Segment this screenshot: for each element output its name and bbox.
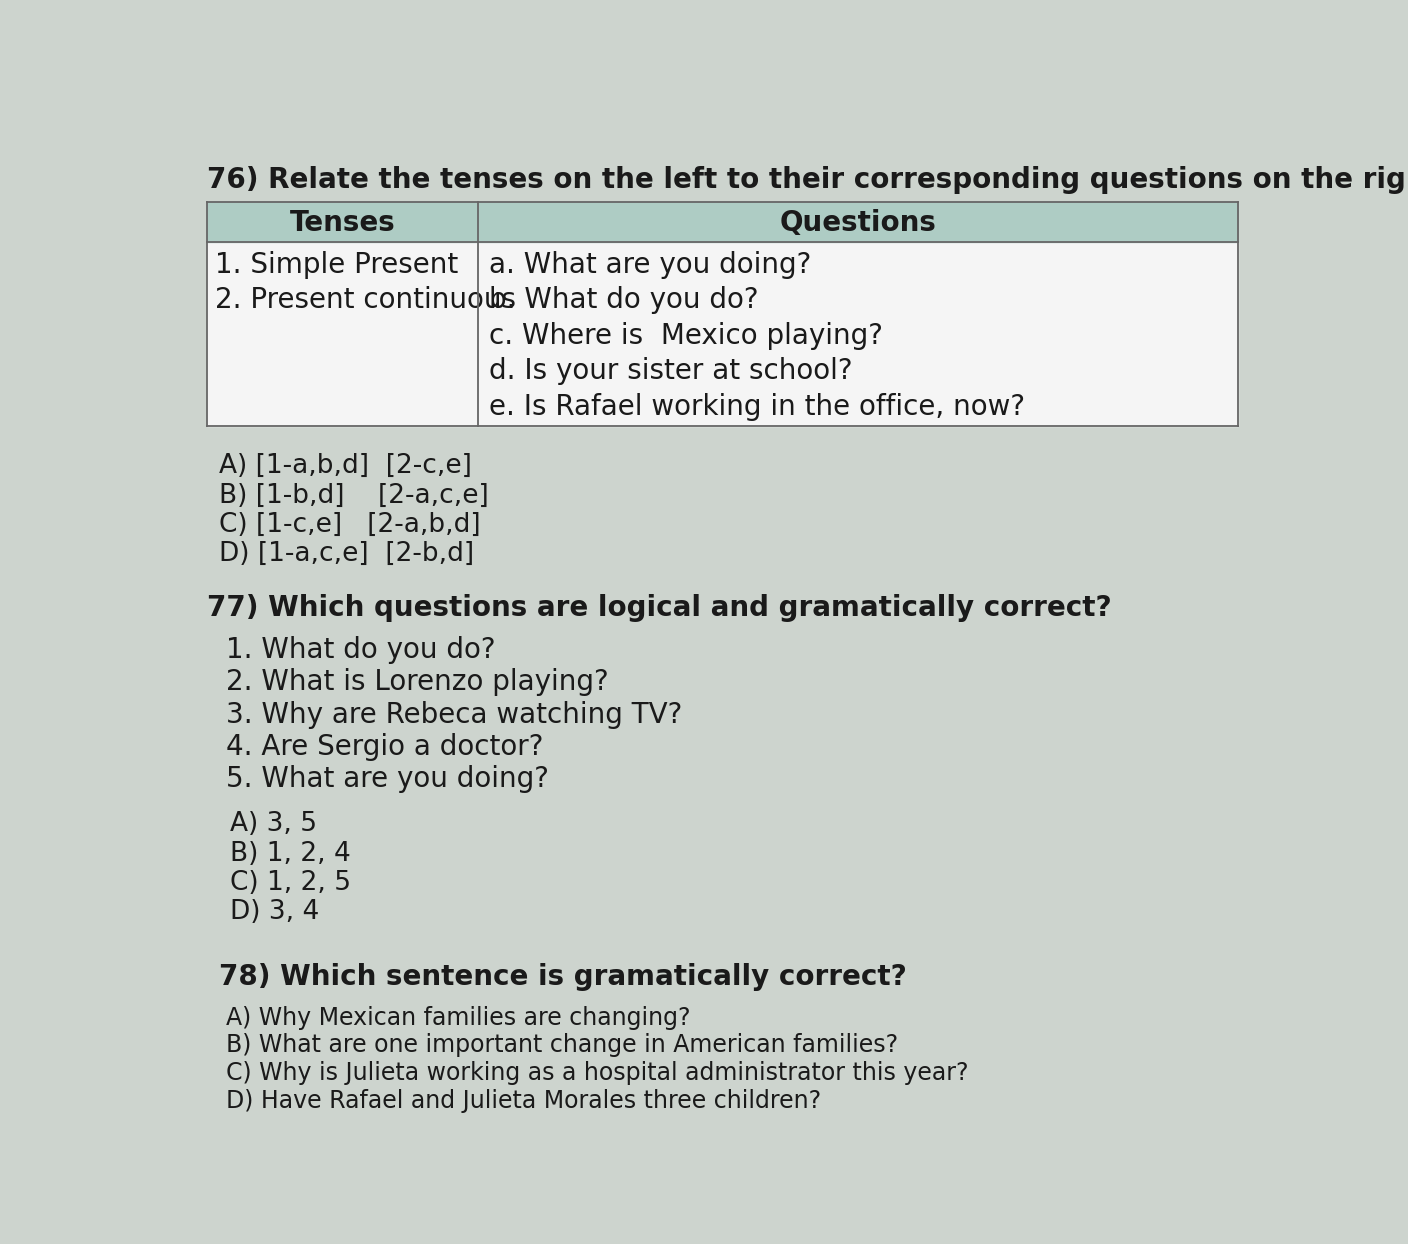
Text: B) 1, 2, 4: B) 1, 2, 4 bbox=[231, 841, 351, 867]
Text: C) Why is Julieta working as a hospital administrator this year?: C) Why is Julieta working as a hospital … bbox=[227, 1061, 969, 1085]
Text: B) What are one important change in American families?: B) What are one important change in Amer… bbox=[227, 1034, 898, 1057]
Text: D) 3, 4: D) 3, 4 bbox=[231, 899, 320, 926]
Text: e. Is Rafael working in the office, now?: e. Is Rafael working in the office, now? bbox=[489, 393, 1025, 420]
Text: 2. Present continuous: 2. Present continuous bbox=[215, 286, 515, 315]
Bar bbox=[207, 202, 1238, 427]
Text: d. Is your sister at school?: d. Is your sister at school? bbox=[489, 357, 853, 386]
Text: b. What do you do?: b. What do you do? bbox=[489, 286, 759, 315]
Text: C) 1, 2, 5: C) 1, 2, 5 bbox=[231, 870, 351, 896]
Text: 77) Which questions are logical and gramatically correct?: 77) Which questions are logical and gram… bbox=[207, 593, 1112, 622]
Text: 3. Why are Rebeca watching TV?: 3. Why are Rebeca watching TV? bbox=[227, 700, 683, 729]
Text: D) Have Rafael and Julieta Morales three children?: D) Have Rafael and Julieta Morales three… bbox=[227, 1088, 821, 1112]
Text: A) Why Mexican families are changing?: A) Why Mexican families are changing? bbox=[227, 1005, 691, 1030]
Text: 4. Are Sergio a doctor?: 4. Are Sergio a doctor? bbox=[227, 733, 543, 761]
Text: A) 3, 5: A) 3, 5 bbox=[231, 811, 317, 837]
Text: Questions: Questions bbox=[780, 209, 936, 238]
Text: 76) Relate the tenses on the left to their corresponding questions on the right.: 76) Relate the tenses on the left to the… bbox=[207, 167, 1408, 194]
Text: 1. What do you do?: 1. What do you do? bbox=[227, 636, 496, 664]
Bar bbox=[207, 202, 1238, 241]
Text: 78) Which sentence is gramatically correct?: 78) Which sentence is gramatically corre… bbox=[218, 963, 907, 991]
Text: 5. What are you doing?: 5. What are you doing? bbox=[227, 765, 549, 794]
Text: D) [1-a,c,e]  [2-b,d]: D) [1-a,c,e] [2-b,d] bbox=[218, 541, 473, 567]
Text: A) [1-a,b,d]  [2-c,e]: A) [1-a,b,d] [2-c,e] bbox=[218, 453, 472, 479]
Text: 2. What is Lorenzo playing?: 2. What is Lorenzo playing? bbox=[227, 668, 610, 697]
Text: Tenses: Tenses bbox=[290, 209, 396, 238]
Text: c. Where is  Mexico playing?: c. Where is Mexico playing? bbox=[489, 322, 883, 350]
Text: C) [1-c,e]   [2-a,b,d]: C) [1-c,e] [2-a,b,d] bbox=[218, 513, 480, 537]
Text: a. What are you doing?: a. What are you doing? bbox=[489, 251, 811, 279]
Text: B) [1-b,d]    [2-a,c,e]: B) [1-b,d] [2-a,c,e] bbox=[218, 483, 489, 509]
Text: 1. Simple Present: 1. Simple Present bbox=[215, 251, 458, 279]
